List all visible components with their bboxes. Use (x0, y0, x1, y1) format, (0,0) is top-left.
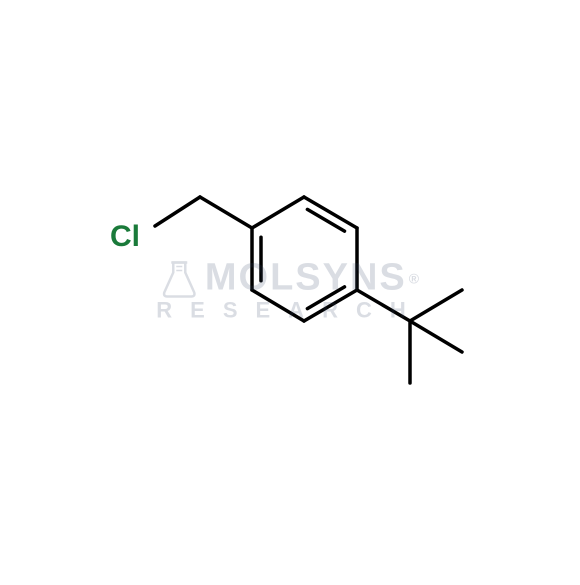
diagram-canvas: MOLSYNS ® RESEARCH Cl (0, 0, 580, 580)
chlorine-label: Cl (110, 220, 140, 254)
molecule-svg (0, 0, 580, 580)
